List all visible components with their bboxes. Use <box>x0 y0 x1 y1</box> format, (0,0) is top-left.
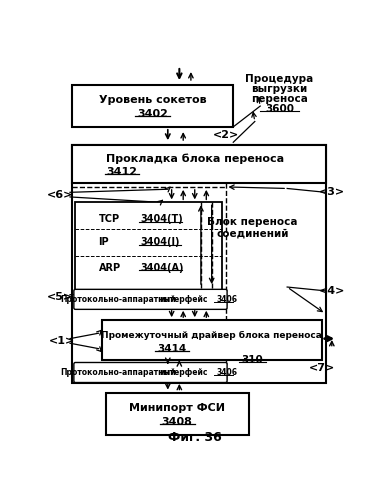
Text: 3414: 3414 <box>157 344 186 354</box>
Text: 3404(Т): 3404(Т) <box>141 214 184 224</box>
Text: <4>: <4> <box>318 286 345 296</box>
Text: 3406: 3406 <box>216 295 237 304</box>
Text: интерфейс: интерфейс <box>159 368 207 377</box>
Text: ARP: ARP <box>98 263 120 273</box>
Text: TCP: TCP <box>98 214 120 224</box>
Text: соединений: соединений <box>216 228 289 238</box>
Text: <1>: <1> <box>49 336 76 346</box>
Bar <box>71 145 326 183</box>
Text: Протокольно-аппаратный: Протокольно-аппаратный <box>60 295 176 304</box>
Text: Уровень сокетов: Уровень сокетов <box>98 95 206 105</box>
Text: Блок переноса: Блок переноса <box>207 217 298 227</box>
Text: 3406: 3406 <box>216 368 237 377</box>
Text: <3>: <3> <box>319 187 345 197</box>
Text: Минипорт ФСИ: Минипорт ФСИ <box>129 403 225 413</box>
Text: <5>: <5> <box>47 292 73 302</box>
FancyBboxPatch shape <box>74 362 227 383</box>
Text: интерфейс: интерфейс <box>159 295 207 304</box>
Text: IP: IP <box>98 238 109 248</box>
Text: Протокольно-аппаратный: Протокольно-аппаратный <box>60 368 176 377</box>
Bar <box>106 393 249 435</box>
Text: 3404(I): 3404(I) <box>141 238 180 248</box>
Text: <2>: <2> <box>212 130 239 140</box>
FancyBboxPatch shape <box>74 289 227 309</box>
Text: выгрузки: выгрузки <box>251 84 307 94</box>
Bar <box>102 320 322 360</box>
Text: 3408: 3408 <box>162 417 193 427</box>
Bar <box>71 84 233 127</box>
Text: 3600: 3600 <box>265 104 294 114</box>
Text: переноса: переноса <box>251 94 308 104</box>
Text: 310: 310 <box>242 355 263 365</box>
Text: 3402: 3402 <box>137 109 168 119</box>
Text: Процедура: Процедура <box>245 74 314 84</box>
Text: Фиг. 36: Фиг. 36 <box>168 431 222 444</box>
Bar <box>75 202 222 291</box>
Text: <7>: <7> <box>309 363 335 373</box>
Text: Промежуточный драйвер блока переноса: Промежуточный драйвер блока переноса <box>101 331 322 340</box>
Text: <6>: <6> <box>47 190 73 200</box>
Bar <box>71 145 326 383</box>
Text: 3404(А): 3404(А) <box>141 263 184 273</box>
Text: Прокладка блока переноса: Прокладка блока переноса <box>106 153 284 164</box>
Text: 3412: 3412 <box>106 167 137 177</box>
